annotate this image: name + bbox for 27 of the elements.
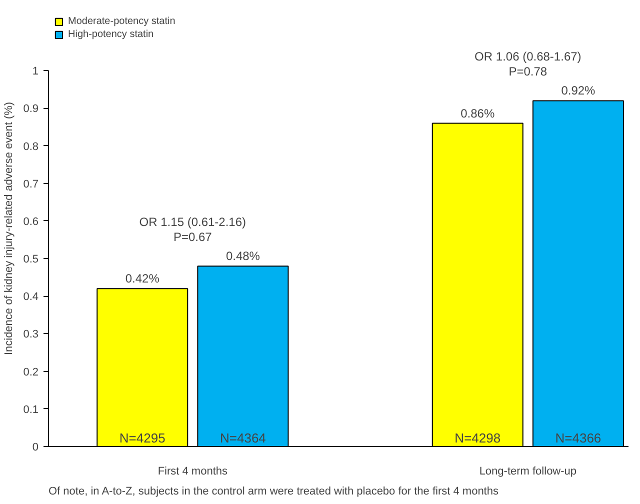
y-tick-label: 0.4 bbox=[23, 291, 39, 304]
text: Of note, in A-to-Z, subjects in the control arm were treated with placebo for the first 4 months bbox=[48, 486, 499, 498]
data-label: 0.86% bbox=[460, 106, 495, 120]
data-label: 0.92% bbox=[561, 84, 596, 98]
annotation: N=4364 bbox=[220, 430, 266, 446]
data-label: 0.48% bbox=[226, 249, 260, 264]
y-tick-label: 0.1 bbox=[23, 404, 39, 416]
data-label: 0.42% bbox=[125, 272, 160, 286]
y-tick-label: 0.6 bbox=[23, 216, 39, 228]
y-tick-label: 1 bbox=[32, 66, 39, 78]
y-tick-label: 0.9 bbox=[23, 103, 39, 116]
y-tick-label: 0.3 bbox=[23, 328, 39, 341]
annotation: N=4295 bbox=[119, 430, 166, 446]
annotation: N=4298 bbox=[454, 430, 501, 446]
y-axis-title: Incidence of kidney injury-related adverse event (%) bbox=[3, 102, 16, 356]
annotation: OR 1.15 (0.61-2.16) P=0.67 bbox=[139, 215, 246, 244]
y-tick-label: 0.5 bbox=[23, 254, 39, 266]
annotation: N=4366 bbox=[555, 430, 602, 446]
y-tick-label: 0.2 bbox=[23, 366, 39, 378]
y-tick-label: 0.7 bbox=[23, 178, 39, 190]
x-tick-label: Long-term follow-up bbox=[479, 466, 577, 478]
legend-label: High-potency statin bbox=[68, 29, 154, 40]
y-tick-label: 0 bbox=[32, 442, 39, 454]
legend-label: Moderate-potency statin bbox=[68, 16, 176, 27]
x-tick-label: First 4 months bbox=[158, 466, 228, 478]
y-tick-label: 0.8 bbox=[23, 140, 39, 153]
annotation: OR 1.06 (0.68-1.67) P=0.78 bbox=[474, 50, 582, 79]
